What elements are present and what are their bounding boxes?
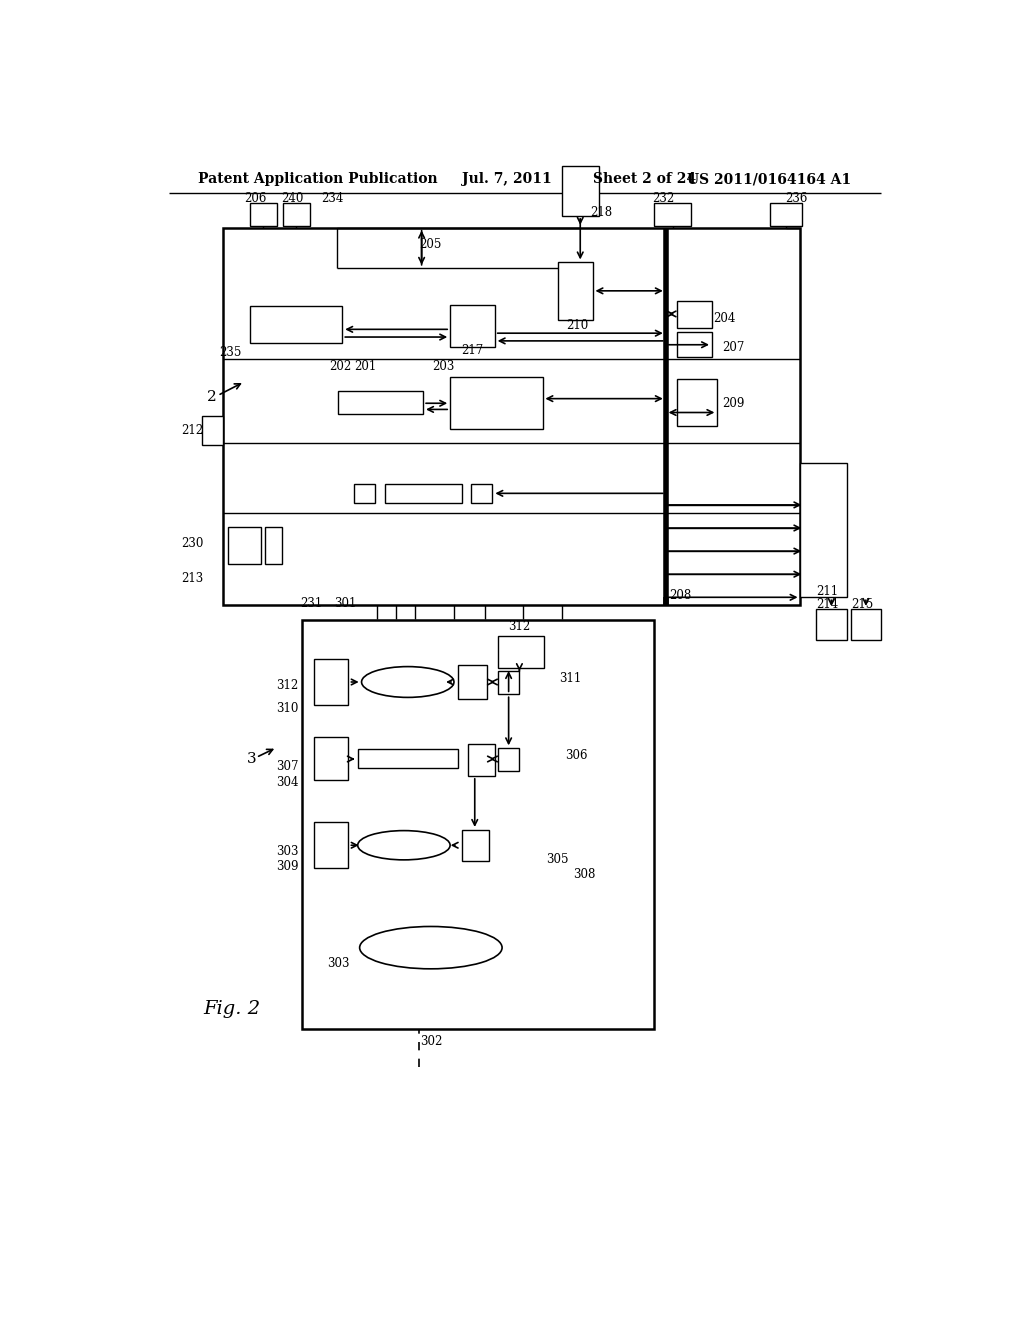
Text: 214: 214	[816, 598, 838, 611]
Text: 218: 218	[590, 206, 612, 219]
Text: 202: 202	[330, 360, 351, 372]
Text: 203: 203	[432, 360, 455, 372]
Bar	[498, 671, 519, 694]
Bar	[451, 378, 543, 429]
Text: 303: 303	[275, 845, 298, 858]
Bar	[677, 301, 712, 327]
Bar	[654, 203, 691, 226]
Text: 234: 234	[322, 191, 344, 205]
Bar	[313, 738, 348, 780]
Bar	[677, 379, 717, 426]
Text: 305: 305	[547, 853, 569, 866]
Bar	[313, 659, 348, 705]
Text: 232: 232	[652, 191, 675, 205]
Text: 205: 205	[420, 238, 442, 251]
Text: 312: 312	[508, 620, 530, 634]
Bar	[283, 203, 310, 226]
Text: Jul. 7, 2011: Jul. 7, 2011	[462, 172, 551, 186]
Text: 208: 208	[670, 589, 692, 602]
Text: 209: 209	[722, 397, 744, 409]
Text: 201: 201	[354, 360, 376, 372]
Text: 210: 210	[566, 319, 588, 333]
Text: 206: 206	[245, 191, 267, 205]
Text: 240: 240	[281, 191, 303, 205]
Bar	[339, 391, 423, 414]
Bar	[471, 484, 493, 503]
Text: 215: 215	[851, 598, 873, 611]
Bar	[851, 609, 882, 640]
Text: 231: 231	[300, 597, 323, 610]
Text: 212: 212	[181, 424, 203, 437]
Bar	[202, 416, 223, 445]
Bar	[354, 484, 376, 503]
Bar	[562, 166, 599, 216]
Text: 309: 309	[275, 861, 298, 874]
Text: 235: 235	[219, 346, 242, 359]
Bar	[458, 665, 487, 700]
Text: 3: 3	[247, 752, 256, 766]
Bar	[451, 305, 495, 347]
Bar	[498, 748, 519, 771]
Bar	[462, 830, 488, 861]
Text: Patent Application Publication: Patent Application Publication	[199, 172, 438, 186]
Bar	[498, 636, 544, 668]
Text: US 2011/0164164 A1: US 2011/0164164 A1	[687, 172, 851, 186]
Text: 308: 308	[573, 869, 596, 880]
Text: 204: 204	[714, 312, 736, 325]
Text: 307: 307	[275, 760, 298, 774]
Text: 2: 2	[207, 391, 216, 404]
Text: 312: 312	[276, 680, 298, 693]
Bar	[468, 743, 495, 776]
Bar	[801, 462, 847, 598]
Bar	[223, 227, 801, 605]
Bar	[250, 306, 342, 343]
Bar	[228, 527, 261, 564]
Bar	[558, 263, 593, 321]
Text: 211: 211	[816, 585, 838, 598]
Bar	[385, 484, 462, 503]
Text: 302: 302	[420, 1035, 442, 1048]
Text: 311: 311	[559, 672, 582, 685]
Bar	[770, 203, 802, 226]
Bar	[265, 527, 283, 564]
Bar	[357, 748, 458, 768]
Text: 217: 217	[462, 345, 484, 358]
Text: 213: 213	[181, 572, 204, 585]
Text: Sheet 2 of 24: Sheet 2 of 24	[593, 172, 695, 186]
Text: 207: 207	[722, 341, 744, 354]
Bar	[301, 620, 654, 1028]
Bar	[313, 822, 348, 869]
Text: 301: 301	[335, 597, 357, 610]
Text: 303: 303	[327, 957, 349, 970]
Bar	[816, 609, 847, 640]
Text: 230: 230	[181, 537, 204, 550]
Text: 306: 306	[565, 748, 588, 762]
Bar	[677, 331, 712, 358]
Text: 304: 304	[275, 776, 298, 788]
Text: Fig. 2: Fig. 2	[204, 1001, 261, 1018]
Bar	[250, 203, 276, 226]
Text: 236: 236	[785, 191, 808, 205]
Text: 310: 310	[276, 702, 298, 715]
